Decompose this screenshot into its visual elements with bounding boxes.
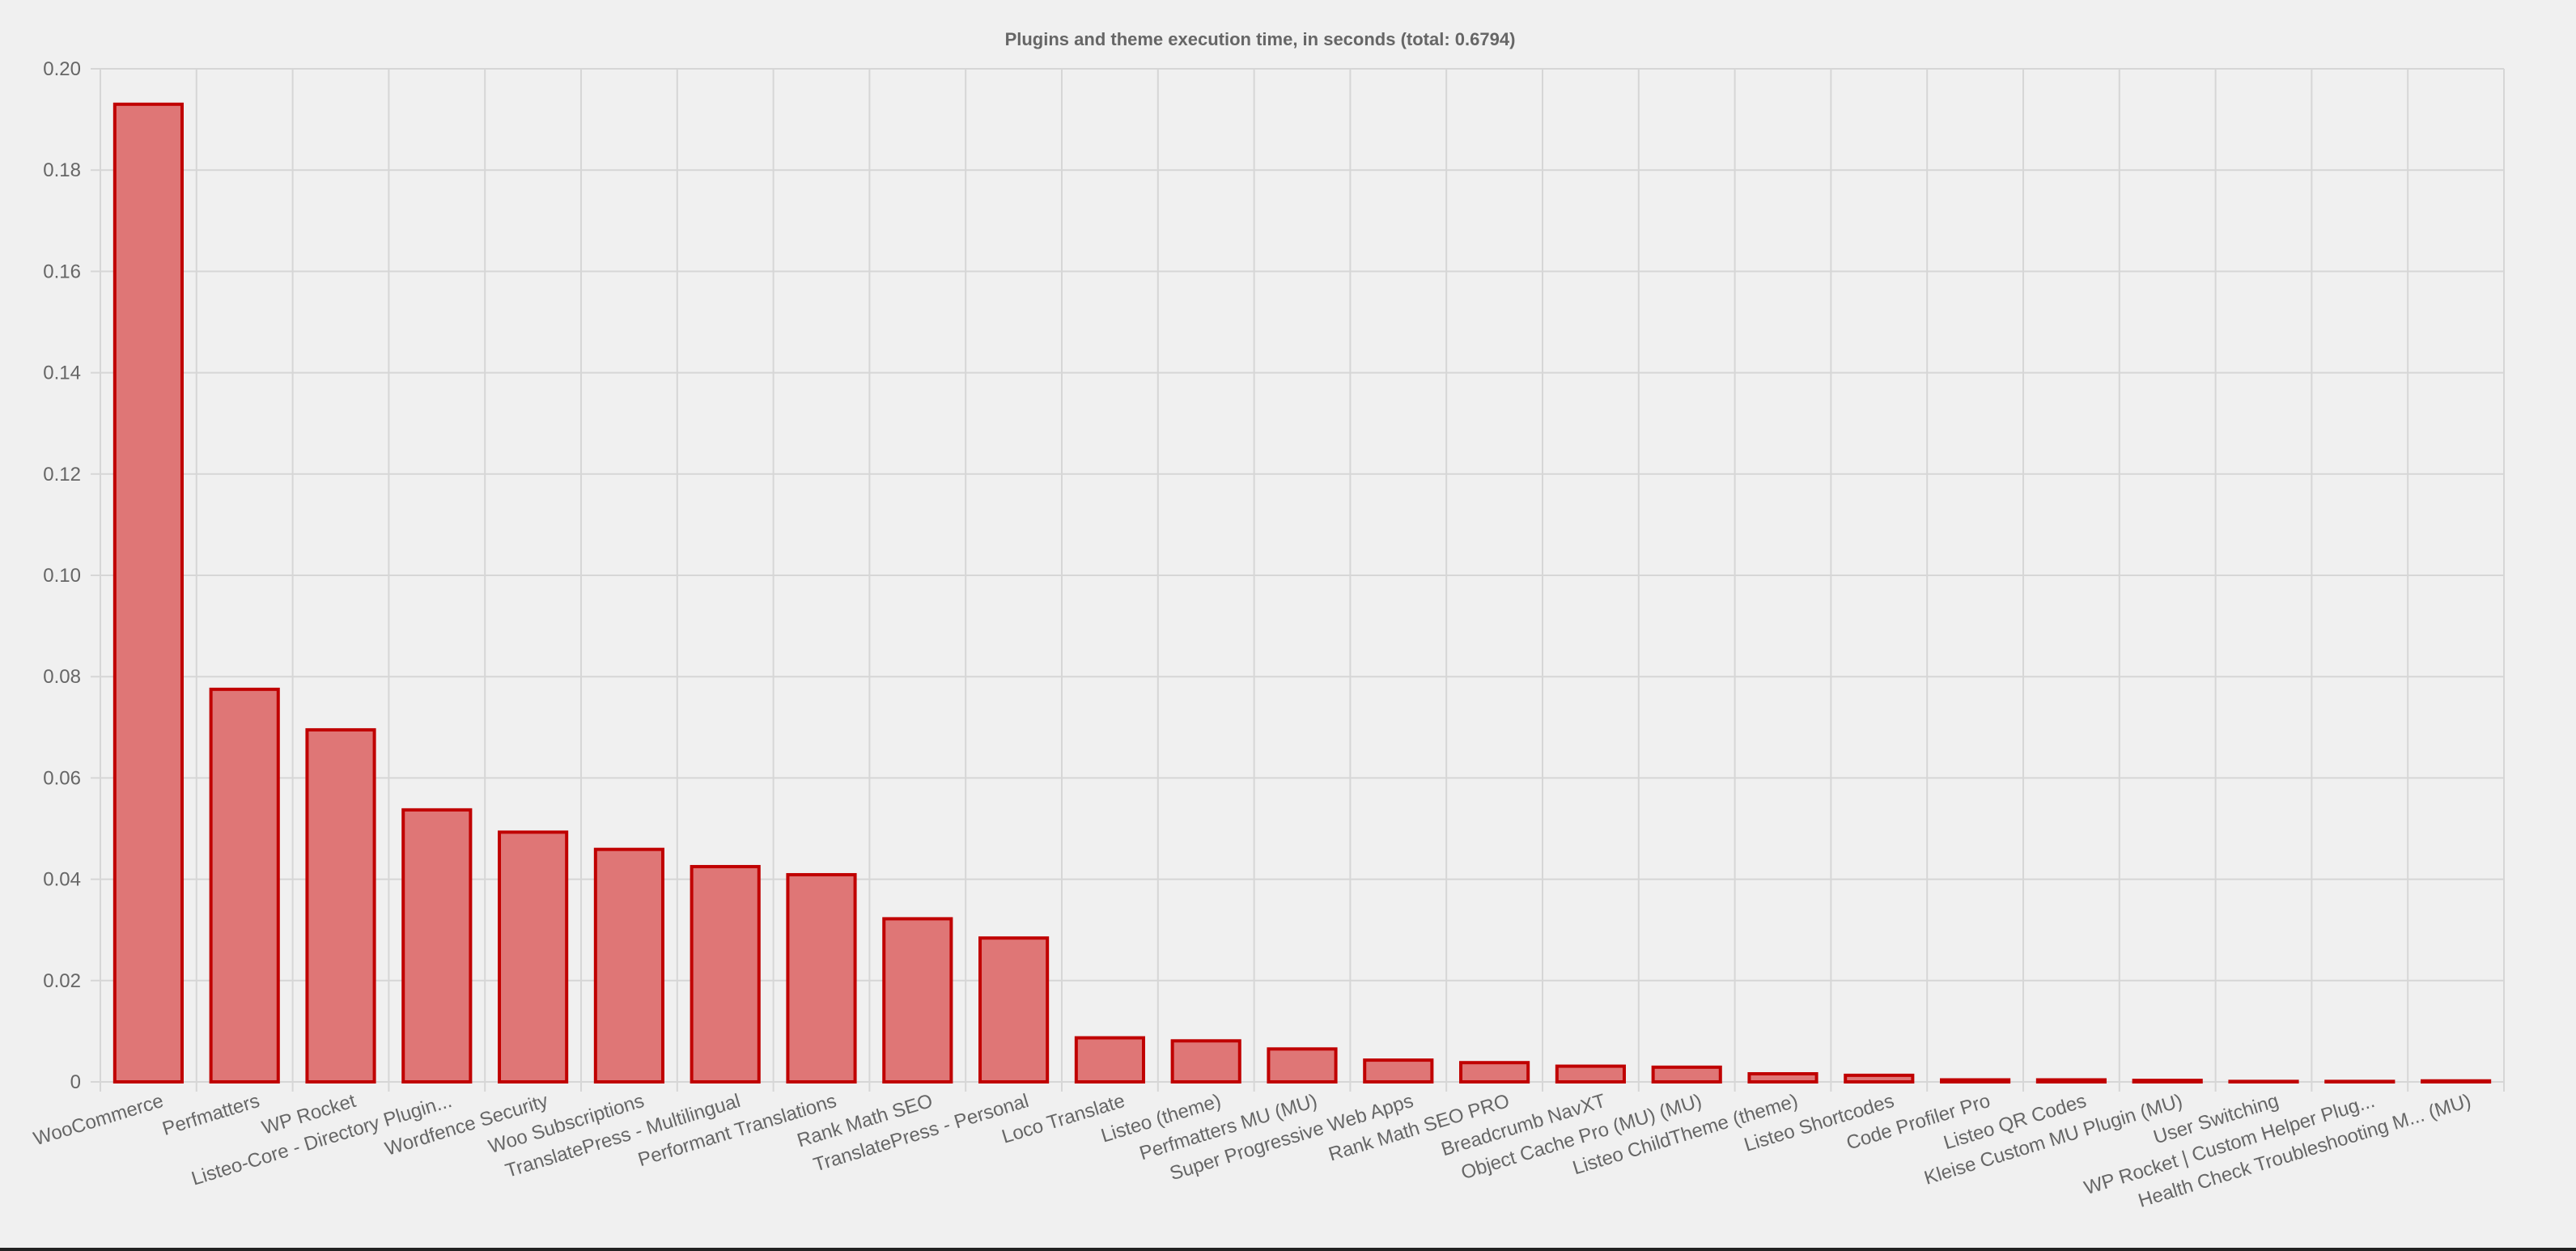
y-tick-label: 0.02	[43, 970, 81, 992]
bar	[305, 727, 376, 1083]
y-tick-label: 0	[70, 1071, 81, 1093]
bar	[209, 687, 280, 1083]
y-tick-label: 0.10	[43, 565, 81, 587]
y-tick-label: 0.14	[43, 363, 81, 384]
bar	[2228, 1079, 2299, 1084]
y-tick-label: 0.18	[43, 159, 81, 181]
bar	[1459, 1061, 1530, 1084]
y-axis-ticks: 0 0.02 0.04 0.06 0.08 0.10 0.12 0.14 0.16 0.18 0.2…	[43, 58, 81, 1093]
bar	[786, 872, 857, 1083]
bar	[593, 847, 664, 1084]
bar	[882, 917, 953, 1083]
y-tick-label: 0.06	[43, 767, 81, 789]
bar	[112, 102, 184, 1084]
bar	[1747, 1071, 1818, 1084]
y-tick-label: 0.12	[43, 464, 81, 486]
bar	[1170, 1039, 1241, 1083]
y-tick-label: 0.08	[43, 666, 81, 688]
bar	[2132, 1079, 2203, 1083]
bar	[1651, 1065, 1722, 1083]
bar	[1555, 1064, 1626, 1083]
chart-title: Plugins and theme execution time, in sec…	[1005, 29, 1516, 49]
bar	[1074, 1036, 1145, 1083]
bar	[1940, 1078, 2011, 1083]
bar	[1844, 1073, 1915, 1084]
bar	[498, 830, 569, 1083]
y-tick-label: 0.04	[43, 869, 81, 891]
bar	[2421, 1079, 2492, 1084]
grid-layer	[91, 68, 2505, 1092]
bar	[2324, 1079, 2396, 1084]
x-tick-label: Perfmatters	[159, 1090, 262, 1140]
bar	[690, 864, 761, 1083]
y-tick-label: 0.20	[43, 58, 81, 80]
bar	[2035, 1078, 2107, 1083]
bars	[112, 102, 2492, 1084]
bar	[978, 936, 1050, 1083]
bar	[1363, 1058, 1434, 1084]
bar	[1267, 1047, 1338, 1084]
window-bottom-border	[0, 1248, 2576, 1251]
bar	[401, 808, 473, 1083]
y-tick-label: 0.16	[43, 261, 81, 282]
x-tick-label: WooCommerce	[31, 1090, 166, 1150]
